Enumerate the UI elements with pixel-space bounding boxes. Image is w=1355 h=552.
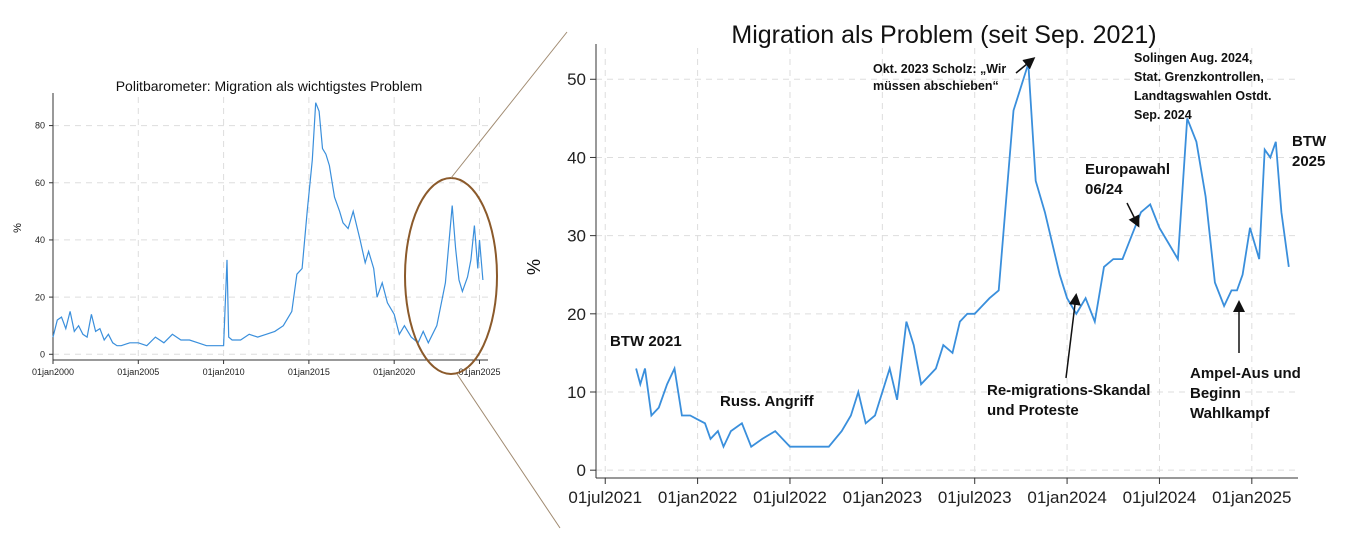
detail-series-line: [635, 63, 1290, 450]
detail-xtick-label-6: 01jul2024: [1123, 488, 1197, 507]
overview-ytick-label-3: 60: [35, 178, 45, 188]
overview-xtick-label-5: 01jan2025: [458, 367, 500, 377]
annotation-7-line-0: Ampel-Aus und: [1190, 365, 1301, 382]
annotation-0-line-0: BTW 2021: [610, 333, 682, 350]
detail-chart: Migration als Problem (seit Sep. 2021) %…: [524, 21, 1327, 507]
overview-xtick-label-3: 01jan2015: [288, 367, 330, 377]
annotation-3-line-1: und Proteste: [987, 402, 1079, 419]
annotation-5-line-1: Stat. Grenzkontrollen,: [1134, 70, 1264, 84]
annotation-7-line-1: Beginn: [1190, 385, 1241, 402]
overview-y-axis-label: %: [12, 223, 24, 233]
overview-series-line: [52, 102, 484, 347]
annotation-6: BTW 2025: [1292, 133, 1327, 170]
detail-y-axis-label: %: [524, 259, 544, 275]
overview-xtick-label-2: 01jan2010: [203, 367, 245, 377]
detail-ytick-label-3: 30: [567, 227, 586, 246]
annotation-1-line-0: Russ. Angriff: [720, 393, 815, 410]
annotation-0: BTW 2021: [610, 333, 682, 350]
overview-ytick-label-1: 20: [35, 292, 45, 302]
overview-chart-title: Politbarometer: Migration als wichtigste…: [116, 78, 423, 94]
zoom-connector-top: [450, 31, 568, 179]
detail-ytick-label-4: 40: [567, 148, 586, 167]
detail-ytick-label-0: 0: [577, 461, 586, 480]
annotation-3: Re-migrations-Skandal und Proteste: [987, 382, 1150, 419]
detail-ytick-label-5: 50: [567, 70, 586, 89]
detail-xtick-label-1: 01jan2022: [658, 488, 737, 507]
overview-xtick-label-1: 01jan2005: [117, 367, 159, 377]
annotation-4: Europawahl 06/24: [1085, 161, 1170, 198]
overview-xtick-label-4: 01jan2020: [373, 367, 415, 377]
annotation-4-arrow: [1126, 202, 1140, 228]
overview-ytick-label-2: 40: [35, 235, 45, 245]
annotation-2-arrow: [1015, 57, 1036, 74]
overview-xtick-label-0: 01jan2000: [32, 367, 74, 377]
annotation-5-line-0: Solingen Aug. 2024,: [1134, 51, 1252, 65]
overview-ytick-label-4: 80: [35, 121, 45, 131]
annotation-4-line-0: Europawahl: [1085, 161, 1170, 178]
detail-xtick-label-2: 01jul2022: [753, 488, 827, 507]
annotation-7: Ampel-Aus und Beginn Wahlkampf: [1190, 365, 1301, 422]
annotation-3-arrow: [1065, 293, 1081, 379]
detail-xtick-label-5: 01jan2024: [1027, 488, 1106, 507]
annotation-5: Solingen Aug. 2024, Stat. Grenzkontrollen…: [1134, 51, 1272, 122]
annotation-2: Okt. 2023 Scholz: „Wir müssen abschieben“: [873, 62, 1006, 93]
detail-xtick-label-4: 01jul2023: [938, 488, 1012, 507]
annotation-2-line-0: Okt. 2023 Scholz: „Wir: [873, 62, 1006, 76]
annotation-4-line-1: 06/24: [1085, 181, 1123, 198]
annotation-2-line-1: müssen abschieben“: [873, 79, 999, 93]
overview-ytick-label-0: 0: [40, 349, 45, 359]
detail-ytick-label-1: 10: [567, 383, 586, 402]
annotation-6-line-0: BTW: [1292, 133, 1327, 150]
overview-chart: Politbarometer: Migration als wichtigste…: [12, 78, 500, 377]
annotation-7-line-2: Wahlkampf: [1190, 405, 1270, 422]
detail-xtick-label-3: 01jan2023: [843, 488, 922, 507]
detail-ytick-label-2: 20: [567, 305, 586, 324]
annotation-5-line-2: Landtagswahlen Ostdt.: [1134, 89, 1272, 103]
detail-chart-title: Migration als Problem (seit Sep. 2021): [731, 21, 1156, 49]
annotation-6-line-1: 2025: [1292, 153, 1325, 170]
highlight-ellipse: [404, 177, 498, 375]
detail-xtick-label-0: 01jul2021: [568, 488, 642, 507]
annotation-3-line-0: Re-migrations-Skandal: [987, 382, 1150, 399]
annotation-1: Russ. Angriff: [720, 393, 815, 410]
zoom-connector-bottom: [456, 373, 561, 529]
annotation-5-line-3: Sep. 2024: [1134, 108, 1192, 122]
detail-xtick-label-7: 01jan2025: [1212, 488, 1291, 507]
